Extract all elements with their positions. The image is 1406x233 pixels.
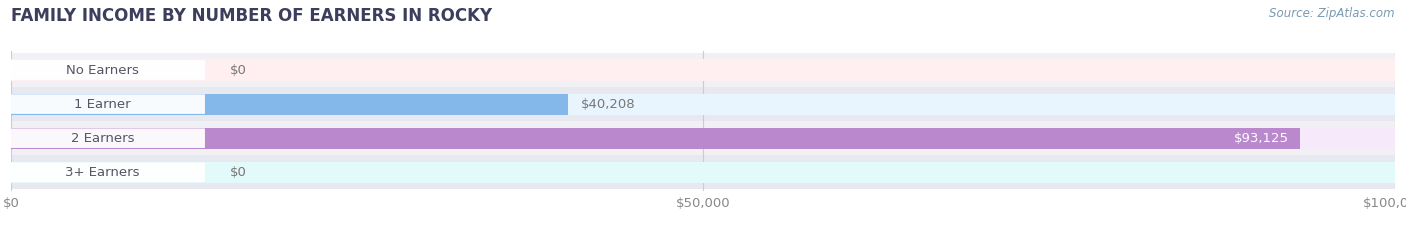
FancyBboxPatch shape [0, 94, 205, 114]
Bar [11, 121, 1395, 155]
Bar [11, 128, 1395, 149]
Text: 3+ Earners: 3+ Earners [65, 166, 139, 179]
Text: Source: ZipAtlas.com: Source: ZipAtlas.com [1270, 7, 1395, 20]
FancyBboxPatch shape [0, 163, 205, 182]
Bar [11, 162, 1395, 183]
Text: FAMILY INCOME BY NUMBER OF EARNERS IN ROCKY: FAMILY INCOME BY NUMBER OF EARNERS IN RO… [11, 7, 492, 25]
Bar [11, 53, 1395, 87]
Text: $93,125: $93,125 [1233, 132, 1288, 145]
Bar [11, 155, 1395, 189]
FancyBboxPatch shape [0, 60, 205, 80]
FancyBboxPatch shape [0, 128, 205, 148]
Text: 1 Earner: 1 Earner [75, 98, 131, 111]
Bar [11, 59, 1395, 81]
Bar [11, 93, 568, 115]
Bar [11, 128, 1299, 149]
Text: $40,208: $40,208 [581, 98, 636, 111]
Text: $0: $0 [229, 64, 246, 76]
Text: 2 Earners: 2 Earners [70, 132, 135, 145]
Text: $0: $0 [229, 166, 246, 179]
Bar [11, 93, 1395, 115]
Text: No Earners: No Earners [66, 64, 139, 76]
Bar [11, 87, 1395, 121]
